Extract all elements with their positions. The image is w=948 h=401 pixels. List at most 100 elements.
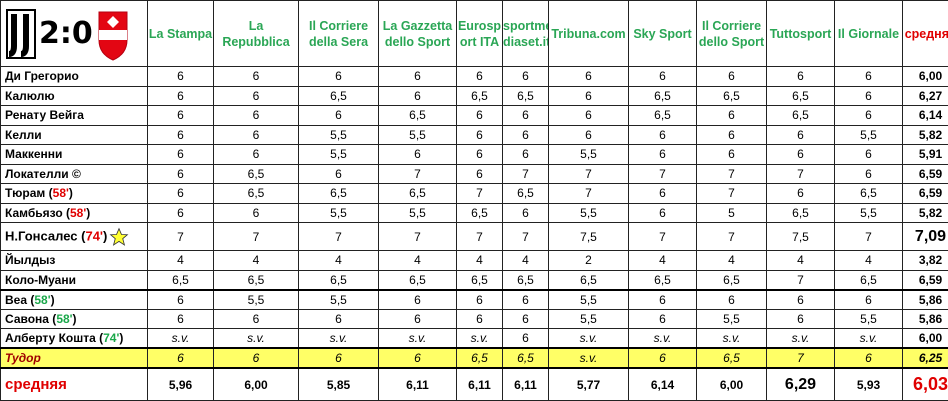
rating-cell: s.v. bbox=[213, 328, 299, 349]
player-row: Тюрам (58') 6 6,5 6,5 6,5 7 6,5 7 6 7 6 6,5 6,59 bbox=[0, 183, 948, 204]
rating-cell: 6 bbox=[696, 66, 767, 87]
rating-cell: 6 bbox=[696, 144, 767, 165]
rating-cell: 6 bbox=[456, 105, 503, 126]
match-header: 2:0 bbox=[0, 0, 148, 67]
coach-rating-cell: 7 bbox=[766, 347, 835, 370]
rating-cell: 6 bbox=[834, 163, 903, 185]
rating-cell: 7 bbox=[766, 163, 835, 185]
rating-cell: 6 bbox=[298, 308, 379, 330]
rating-cell: 6 bbox=[502, 202, 549, 224]
rating-cell: 5,5 bbox=[834, 124, 903, 146]
column-header-line: sportme bbox=[503, 18, 549, 33]
rating-cell: 5,5 bbox=[378, 202, 457, 224]
rating-cell: 6,5 bbox=[456, 269, 503, 291]
player-name: Коло-Муани bbox=[5, 272, 76, 287]
rating-cell: 6,5 bbox=[298, 85, 379, 107]
rating-cell: 6 bbox=[502, 328, 549, 349]
player-row: Ренату Вейга 6 6 6 6,5 6 6 6 6,5 6 6,5 6 6,14 bbox=[0, 105, 948, 126]
column-header-3: Il Corriere della Sera bbox=[298, 0, 379, 67]
rating-cell: 6 bbox=[147, 144, 214, 165]
substitution-minute: 58' bbox=[70, 205, 87, 220]
player-name: Келли bbox=[5, 127, 42, 142]
rating-cell: 6 bbox=[213, 308, 299, 330]
player-name-cell: Камбьязо (58') bbox=[0, 202, 148, 224]
rating-cell: 7 bbox=[456, 183, 503, 204]
rating-cell: 6,5 bbox=[213, 183, 299, 204]
rating-cell: 2 bbox=[548, 250, 629, 271]
player-row: Н.Гонсалес (74') 7 7 7 7 7 7 7,5 7 7 7,5 7 7,09 bbox=[0, 222, 948, 252]
rating-cell: 7 bbox=[548, 163, 629, 185]
match-score: 2:0 bbox=[39, 15, 93, 51]
player-average: 7,09 bbox=[902, 222, 948, 252]
monza-logo-icon bbox=[98, 11, 128, 61]
rating-cell: 7 bbox=[628, 163, 697, 185]
rating-cell: 6 bbox=[456, 144, 503, 165]
rating-cell: 6 bbox=[378, 85, 457, 107]
rating-cell: 6 bbox=[213, 124, 299, 146]
rating-cell: 5,5 bbox=[548, 202, 629, 224]
player-name-cell: Маккенни bbox=[0, 144, 148, 165]
rating-cell: 4 bbox=[378, 250, 457, 271]
player-name-cell: Веа (58') bbox=[0, 288, 148, 310]
player-row: Камбьязо (58') 6 6 5,5 5,5 6,5 6 5,5 6 5 6,5 5,5 5,8… bbox=[0, 202, 948, 224]
rating-cell: 6 bbox=[628, 202, 697, 224]
rating-cell: 5,5 bbox=[378, 124, 457, 146]
player-row: Савона (58') 6 6 6 6 6 6 5,5 6 5,5 6 5,5 5,86 bbox=[0, 308, 948, 330]
column-header-line: Il Corriere bbox=[701, 18, 762, 33]
rating-cell: s.v. bbox=[298, 328, 379, 349]
player-name-cell: Келли bbox=[0, 124, 148, 146]
player-name: Алберту Кошта bbox=[5, 331, 96, 346]
column-header-line: Sky Sport bbox=[633, 26, 692, 41]
rating-cell: 6,5 bbox=[696, 269, 767, 291]
rating-cell: 7 bbox=[213, 222, 299, 252]
rating-cell: 6,5 bbox=[213, 163, 299, 185]
outlet-average: 6,11 bbox=[378, 367, 457, 401]
outlet-average: 6,00 bbox=[696, 367, 767, 401]
player-name-cell: Калюлю bbox=[0, 85, 148, 107]
rating-cell: 6 bbox=[378, 288, 457, 310]
rating-cell: 6,5 bbox=[378, 269, 457, 291]
rating-cell: 7 bbox=[628, 222, 697, 252]
column-header-line: della Sera bbox=[308, 34, 369, 49]
rating-cell: 5,5 bbox=[298, 144, 379, 165]
rating-cell: 7 bbox=[696, 222, 767, 252]
rating-cell: 7 bbox=[766, 269, 835, 291]
rating-cell: 7 bbox=[834, 222, 903, 252]
rating-cell: 6 bbox=[378, 308, 457, 330]
coach-rating-cell: 6,5 bbox=[456, 347, 503, 370]
rating-cell: s.v. bbox=[834, 328, 903, 349]
rating-cell: 4 bbox=[147, 250, 214, 271]
rating-cell: 4 bbox=[628, 250, 697, 271]
rating-cell: 5,5 bbox=[548, 288, 629, 310]
summary-row: средняя 5,96 6,00 5,85 6,11 6,11 6,11 5,77 6,14 6… bbox=[0, 367, 948, 401]
rating-cell: 6 bbox=[213, 144, 299, 165]
coach-rating-cell: s.v. bbox=[548, 347, 629, 370]
coach-rating-cell: 6 bbox=[834, 347, 903, 370]
outlet-average: 6,11 bbox=[502, 367, 549, 401]
player-row: Йылдыз 4 4 4 4 4 4 2 4 4 4 4 3,82 bbox=[0, 250, 948, 271]
player-name-cell: Йылдыз bbox=[0, 250, 148, 271]
rating-cell: 6 bbox=[147, 163, 214, 185]
rating-cell: 6 bbox=[147, 288, 214, 310]
coach-rating-cell: 6 bbox=[298, 347, 379, 370]
rating-cell: 6 bbox=[628, 124, 697, 146]
player-average: 5,86 bbox=[902, 308, 948, 330]
player-row: Калюлю 6 6 6,5 6 6,5 6,5 6 6,5 6,5 6,5 6 6,27 bbox=[0, 85, 948, 107]
rating-cell: 4 bbox=[766, 250, 835, 271]
rating-cell: 5,5 bbox=[298, 124, 379, 146]
rating-cell: 6 bbox=[502, 105, 549, 126]
column-header-9: Il Corriere dello Sport bbox=[696, 0, 767, 67]
outlet-average: 5,93 bbox=[834, 367, 903, 401]
player-name-cell: Тюрам (58') bbox=[0, 183, 148, 204]
rating-cell: s.v. bbox=[378, 328, 457, 349]
rating-cell: 6 bbox=[766, 66, 835, 87]
player-average: 5,91 bbox=[902, 144, 948, 165]
rating-cell: s.v. bbox=[548, 328, 629, 349]
rating-cell: s.v. bbox=[766, 328, 835, 349]
coach-average: 6,25 bbox=[902, 347, 948, 370]
player-name: Камбьязо bbox=[5, 205, 63, 220]
player-name: Савона bbox=[5, 311, 49, 326]
column-header-7: Tribuna.com bbox=[548, 0, 629, 67]
rating-cell: 6,5 bbox=[548, 269, 629, 291]
rating-cell: 5,5 bbox=[834, 308, 903, 330]
